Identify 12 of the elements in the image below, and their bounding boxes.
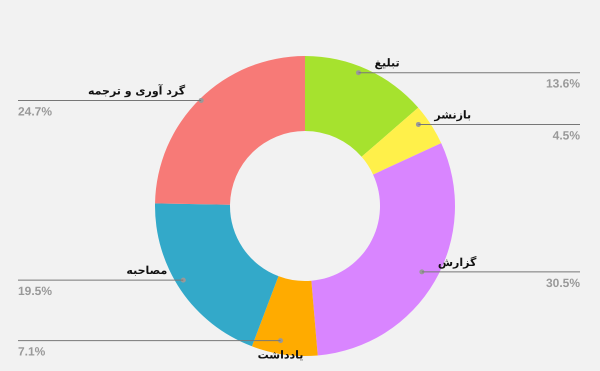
slice-label: گزارش xyxy=(438,256,478,269)
slice-label: تبلیغ xyxy=(374,56,400,70)
donut-slice xyxy=(305,56,418,157)
slice-label: مصاحبه xyxy=(126,264,168,278)
data-label: 19.5% xyxy=(18,284,52,298)
data-label: 7.1% xyxy=(18,344,46,359)
data-label: 4.5% xyxy=(552,128,580,142)
data-label: 24.7% xyxy=(18,104,52,118)
slice-label: بازنشر xyxy=(433,108,472,122)
data-label: 13.6% xyxy=(546,76,580,91)
data-label: 30.5% xyxy=(546,276,580,290)
slice-label: گرد آوری و ترجمه xyxy=(88,83,186,98)
